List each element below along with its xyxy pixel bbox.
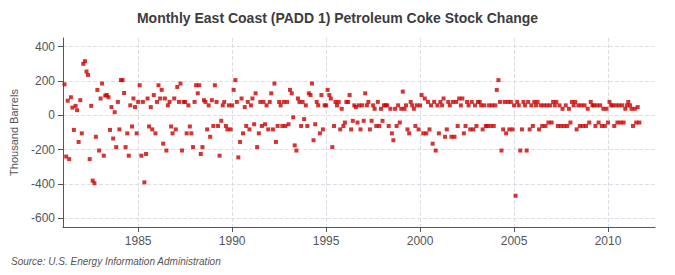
svg-text:2005: 2005 xyxy=(501,234,528,248)
svg-text:Thousand Barrels: Thousand Barrels xyxy=(8,89,20,176)
svg-text:-400: -400 xyxy=(31,177,55,191)
svg-text:-200: -200 xyxy=(31,143,55,157)
svg-text:1995: 1995 xyxy=(313,234,340,248)
svg-text:400: 400 xyxy=(35,40,55,54)
svg-text:-600: -600 xyxy=(31,211,55,225)
svg-text:Monthly East Coast (PADD 1) Pe: Monthly East Coast (PADD 1) Petroleum Co… xyxy=(137,10,538,26)
svg-text:0: 0 xyxy=(48,108,55,122)
svg-text:1985: 1985 xyxy=(125,234,152,248)
svg-text:2000: 2000 xyxy=(407,234,434,248)
svg-text:2010: 2010 xyxy=(595,234,622,248)
svg-text:Source: U.S. Energy Informatio: Source: U.S. Energy Information Administ… xyxy=(11,256,221,267)
svg-text:200: 200 xyxy=(35,74,55,88)
svg-text:1990: 1990 xyxy=(219,234,246,248)
